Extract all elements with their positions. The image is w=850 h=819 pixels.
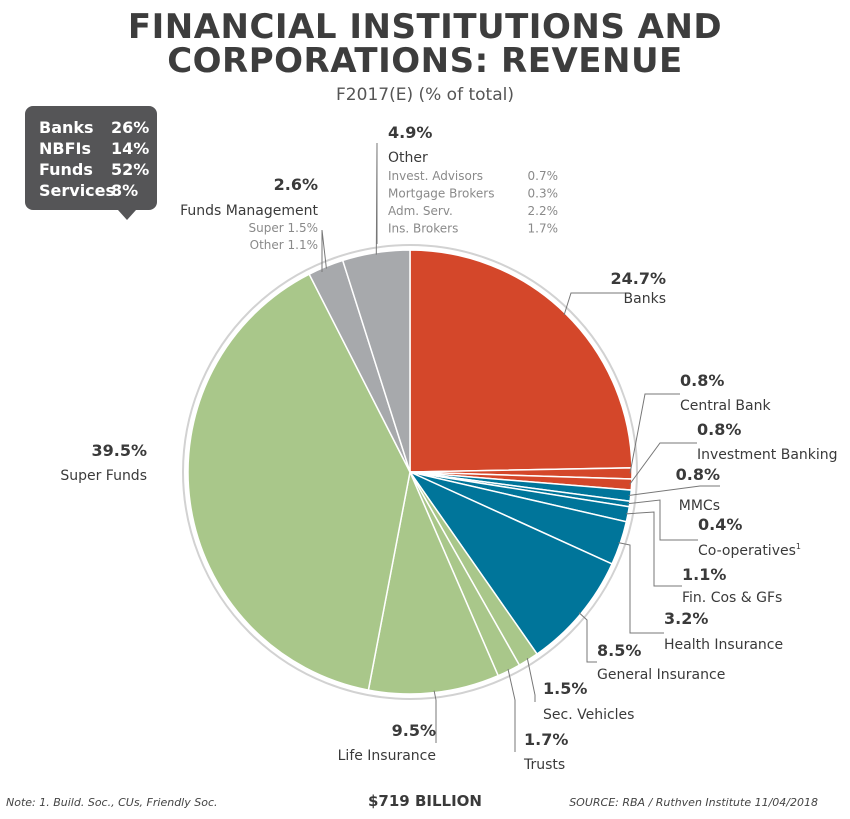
- leader-line-banks: [563, 292, 624, 316]
- leader-line-fin-cos: [625, 511, 682, 587]
- legend-row-services: Services 8%: [39, 181, 149, 202]
- leader-line-other: [375, 142, 378, 255]
- legend-row-nbfis: NBFIs 14%: [39, 139, 149, 160]
- breakdown-value: 0.3%: [528, 187, 559, 201]
- footnote-marker: 1: [796, 542, 801, 551]
- chart-title-line-1: FINANCIAL INSTITUTIONS AND: [127, 7, 723, 47]
- slice-name-label: Health Insurance: [664, 637, 783, 653]
- slice-percent-label: 1.5%: [543, 679, 587, 698]
- breakdown-name: Mortgage Brokers: [388, 187, 494, 201]
- slice-name-label: Investment Banking: [697, 447, 838, 463]
- breakdown-value: 0.7%: [528, 169, 559, 183]
- slice-name-label: Banks: [624, 291, 666, 307]
- leader-line-investment-banking: [629, 442, 697, 485]
- breakdown-item: Super 1.5%: [249, 221, 318, 235]
- breakdown-value: 1.7%: [528, 222, 559, 236]
- slice-name-label: General Insurance: [597, 667, 725, 683]
- slice-percent-label: 0.8%: [697, 420, 741, 439]
- slice-percent-label: 2.6%: [274, 175, 318, 194]
- slice-percent-label: 39.5%: [91, 441, 147, 460]
- slice-name-label: Super Funds: [60, 468, 147, 484]
- pie-slice-super-funds: [187, 273, 411, 691]
- leader-line-health-insurance: [618, 542, 664, 634]
- leader-line-life-insurance: [433, 690, 437, 743]
- legend-pointer: [118, 210, 136, 220]
- slice-name-label: Other: [388, 150, 428, 166]
- leader-line-trusts: [507, 668, 516, 752]
- chart-title-line-2: CORPORATIONS: REVENUE: [167, 41, 683, 81]
- slice-name-label: MMCs: [679, 498, 720, 514]
- slice-percent-label: 1.1%: [682, 565, 726, 584]
- legend-value: 26%: [111, 118, 150, 137]
- breakdown-name: Ins. Brokers: [388, 222, 458, 236]
- leader-line-co-operatives: [627, 499, 698, 541]
- slice-name-label: Fin. Cos & GFs: [682, 590, 782, 606]
- breakdown-item: Other 1.1%: [250, 238, 318, 252]
- breakdown-name: Adm. Serv.: [388, 204, 453, 218]
- legend-value: 8%: [111, 181, 139, 200]
- slice-percent-label: 1.7%: [524, 730, 568, 749]
- footnote: Note: 1. Build. Soc., CUs, Friendly Soc.: [6, 796, 218, 809]
- chart-subtitle: F2017(E) (% of total): [336, 85, 514, 105]
- legend-name: Funds: [39, 160, 93, 179]
- slice-percent-label: 24.7%: [610, 269, 666, 288]
- source-note: SOURCE: RBA / Ruthven Institute 11/04/20…: [569, 796, 818, 809]
- legend-name: Banks: [39, 118, 94, 137]
- slice-percent-label: 0.8%: [680, 371, 724, 390]
- slice-name-label: Life Insurance: [338, 748, 436, 764]
- legend-name: NBFIs: [39, 139, 91, 158]
- legend-value: 52%: [111, 160, 150, 179]
- legend-row-funds: Funds 52%: [39, 160, 149, 181]
- legend-value: 14%: [111, 139, 150, 158]
- slice-percent-label: 0.8%: [676, 465, 720, 484]
- legend-row-banks: Banks 26%: [39, 118, 149, 139]
- pie-slice-banks: [409, 249, 633, 473]
- legend-box: Banks 26% NBFIs 14% Funds 52% Services 8…: [25, 106, 157, 210]
- slice-percent-label: 3.2%: [664, 609, 708, 628]
- slice-name-label: Central Bank: [680, 398, 771, 414]
- slice-name-label: Trusts: [523, 757, 565, 773]
- leader-line-funds-management: [321, 229, 327, 272]
- leader-line-mmcs: [628, 485, 720, 496]
- slice-percent-label: 9.5%: [392, 721, 436, 740]
- slice-percent-label: 4.9%: [388, 123, 432, 142]
- slice-percent-label: 0.4%: [698, 515, 742, 534]
- breakdown-value: 2.2%: [528, 204, 559, 218]
- slice-name-label: Sec. Vehicles: [543, 707, 634, 723]
- leader-line-general-insurance: [578, 612, 597, 663]
- breakdown-name: Invest. Advisors: [388, 169, 483, 183]
- leader-line-central-bank: [629, 393, 680, 474]
- slice-name-label: Co-operatives1: [698, 542, 801, 559]
- leader-line-sec-vehicles: [526, 657, 536, 702]
- legend-name: Services: [39, 181, 116, 200]
- slice-percent-label: 8.5%: [597, 641, 641, 660]
- slice-name-label: Funds Management: [180, 203, 318, 219]
- total-value: $719 BILLION: [368, 792, 482, 810]
